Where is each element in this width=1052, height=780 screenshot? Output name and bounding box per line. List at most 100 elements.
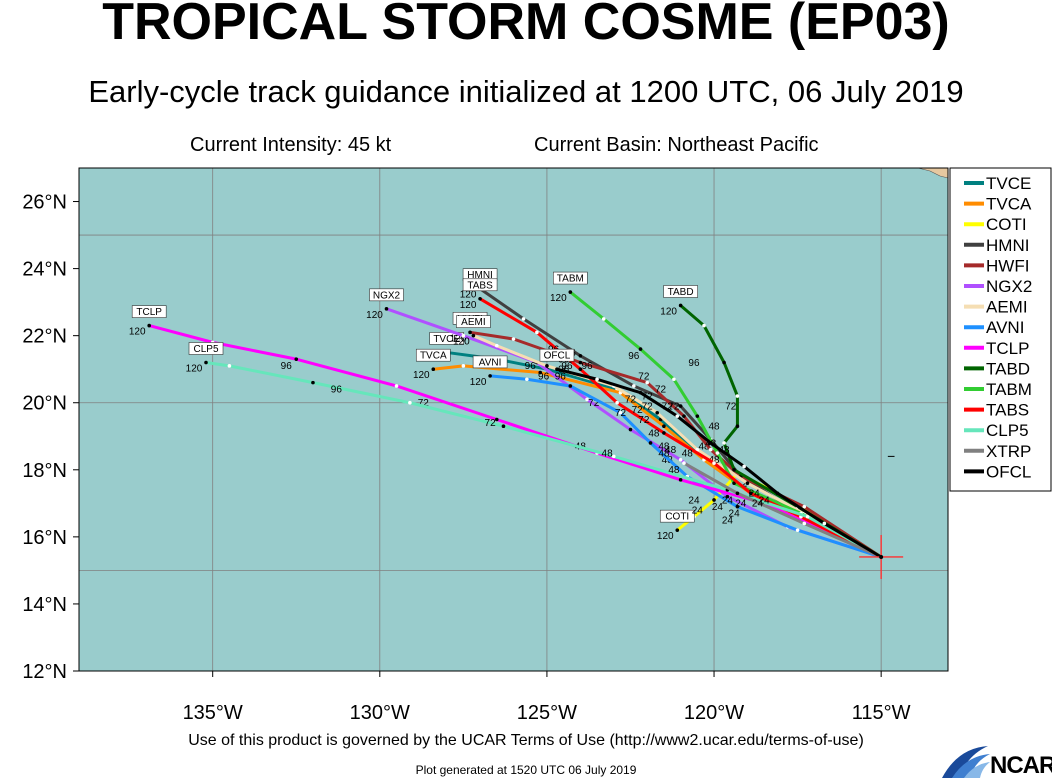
forecast-hour-label: 72	[725, 401, 737, 412]
track-tag-label: AVNI	[479, 357, 502, 368]
legend-label-ofcl: OFCL	[986, 462, 1031, 481]
track-tag-tvca: TVCA	[415, 348, 451, 362]
chart-subtitle: Early-cycle track guidance initialized a…	[88, 74, 964, 109]
track-point	[775, 491, 780, 496]
track-point	[662, 431, 666, 435]
track-point	[471, 333, 476, 338]
forecast-hour-label: 48	[719, 445, 731, 456]
track-point	[501, 424, 506, 429]
x-tick-label: 130°W	[350, 702, 410, 724]
legend-label-tclp: TCLP	[986, 339, 1029, 358]
forecast-hour-label: 120	[366, 310, 383, 321]
legend-label-hwfi: HWFI	[986, 256, 1029, 275]
track-tag-box	[462, 278, 498, 292]
forecast-hour-label: 72	[588, 398, 600, 409]
track-point	[678, 457, 683, 462]
track-point	[611, 454, 616, 459]
track-tag-coti: COTI	[659, 509, 695, 523]
y-tick-label: 18°N	[22, 460, 67, 482]
forecast-hour-label: 72	[485, 418, 497, 429]
track-tag-label: AEMI	[461, 317, 485, 328]
track-point	[488, 374, 492, 378]
forecast-hour-label: 96	[331, 385, 343, 396]
track-tag-label: NGX2	[373, 290, 401, 301]
track-tag-tclp: TCLP	[131, 305, 167, 318]
track-point	[678, 404, 683, 408]
track-point	[535, 330, 539, 335]
forecast-hour-label: 96	[525, 361, 537, 372]
forecast-hour-label: 96	[561, 361, 573, 372]
track-tag-label: OFCL	[544, 351, 571, 362]
track-point	[645, 380, 649, 385]
forecast-hour-label: 96	[555, 371, 567, 382]
track-tag-box	[659, 509, 695, 523]
track-point	[708, 441, 713, 445]
track-tag-tabd: TABD	[663, 285, 698, 298]
track-point	[648, 441, 653, 445]
y-tick-label: 14°N	[22, 594, 67, 616]
initial-position-dot	[879, 554, 884, 559]
forecast-hour-label: 120	[129, 327, 146, 338]
track-tag-label: TCLP	[136, 307, 162, 318]
track-point	[712, 498, 716, 502]
track-point	[638, 390, 643, 395]
forecast-hour-label: 24	[759, 495, 771, 506]
track-point	[822, 521, 827, 526]
y-tick-label: 20°N	[22, 393, 67, 415]
x-tick-label: 125°W	[517, 702, 577, 724]
track-point	[468, 330, 472, 335]
track-point	[735, 424, 740, 429]
current-intensity: Current Intensity: 45 kt	[190, 134, 392, 156]
forecast-hour-label: 72	[655, 385, 667, 396]
track-tag-aemi: AEMI	[456, 315, 491, 328]
track-point	[408, 400, 412, 405]
track-point	[749, 491, 753, 496]
legend-label-xtrp: XTRP	[986, 442, 1031, 461]
track-tag-box	[429, 332, 464, 345]
track-point	[394, 384, 399, 388]
forecast-hour-label: 48	[658, 448, 670, 459]
forecast-hour-label: 120	[450, 333, 467, 344]
track-point	[682, 461, 686, 465]
forecast-hour-label: 24	[688, 495, 700, 506]
legend-label-hmni: HMNI	[986, 236, 1029, 255]
track-point	[585, 397, 589, 402]
forecast-hour-label: 48	[602, 448, 614, 459]
track-point	[678, 303, 683, 308]
track-point	[311, 380, 315, 385]
x-tick-label: 120°W	[684, 702, 744, 724]
forecast-hour-label: 72	[418, 398, 430, 409]
forecast-hour-label: 48	[658, 442, 670, 453]
track-point	[725, 494, 730, 499]
forecast-hour-label: 48	[662, 455, 674, 466]
track-tag-box	[553, 271, 588, 285]
map-ocean	[79, 168, 948, 671]
track-point	[568, 290, 573, 294]
forecast-hour-label: 120	[660, 306, 677, 317]
track-point	[601, 317, 606, 321]
forecast-hour-label: 120	[550, 293, 567, 304]
forecast-hour-label: 96	[628, 351, 640, 362]
track-point	[578, 360, 583, 365]
track-point	[712, 461, 716, 465]
track-point	[638, 347, 643, 351]
track-point	[568, 384, 573, 388]
forecast-hour-label: 24	[749, 489, 761, 500]
track-point	[735, 491, 740, 496]
forecast-hour-label: 120	[413, 370, 430, 381]
forecast-hour-label: 48	[708, 455, 720, 466]
forecast-hour-label: 72	[668, 401, 680, 412]
forecast-hour-label: 72	[625, 395, 637, 406]
track-point	[578, 367, 583, 372]
legend-label-coti: COTI	[986, 215, 1027, 234]
track-point	[628, 427, 633, 432]
plot-frame	[78, 167, 949, 672]
track-point	[695, 414, 700, 418]
track-point	[802, 504, 807, 509]
forecast-hour-label: 120	[453, 337, 470, 348]
track-point	[722, 360, 726, 365]
track-tag-label: TABM	[557, 274, 584, 285]
track-tag-box	[456, 315, 491, 328]
terms-of-use-footer[interactable]: Use of this product is governed by the U…	[188, 732, 864, 749]
